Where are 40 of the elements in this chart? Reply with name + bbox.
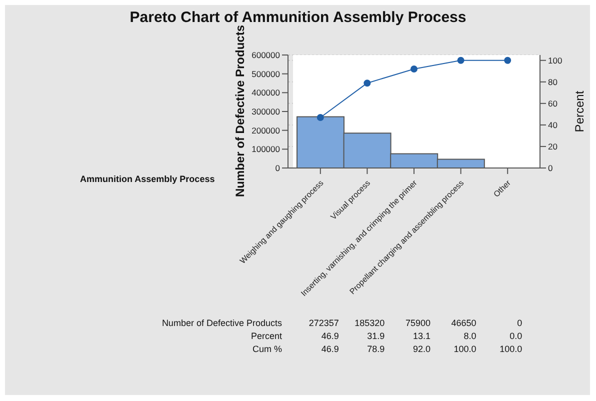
data-label: 75900 (405, 318, 430, 328)
data-label: 185320 (354, 318, 385, 328)
text: Percent (250, 331, 282, 341)
y2-axis-title: Percent (572, 90, 586, 132)
x-axis-title: Ammunition Assembly Process (80, 174, 215, 184)
y-tick-label: 500000 (252, 68, 280, 79)
y2-tick-label: 0 (548, 163, 553, 174)
y-tick-label: 300000 (252, 106, 280, 117)
y-tick-label: 100000 (252, 144, 280, 154)
point (504, 56, 512, 64)
text: 31.9 (367, 331, 385, 341)
text: 46.9 (321, 331, 339, 341)
y-tick-label: 200000 (252, 125, 280, 136)
y2-tick-label: 60 (548, 98, 558, 108)
text: Number of Defective Products (162, 318, 282, 328)
data-label: 100.0 (454, 344, 476, 354)
y-tick-label: 600000 (252, 50, 280, 60)
point (316, 114, 324, 122)
data-label: 78.9 (367, 344, 385, 354)
data-label: 92.0 (412, 344, 430, 354)
data-label: 100.0 (500, 344, 522, 354)
y-tick-label: 400000 (252, 88, 280, 98)
y2-tick-label: 40 (548, 120, 558, 130)
text: 13.1 (412, 331, 430, 341)
text: 8.0 (464, 331, 476, 341)
text: 0.0 (510, 331, 522, 341)
data-label: 46.9 (321, 344, 339, 354)
y-tick-label: 0 (275, 163, 280, 174)
data-label: 46650 (451, 318, 476, 328)
text: Cum % (252, 344, 282, 354)
y2-tick-label: 100 (548, 55, 562, 66)
point (364, 80, 371, 87)
y2-tick-label: 20 (548, 141, 558, 152)
y2-tick-label: 80 (548, 76, 558, 87)
y-axis-title: Number of Defective Products (233, 24, 247, 198)
chart-title: Pareto Chart of Ammunition Assembly Process (128, 9, 468, 26)
point (457, 56, 464, 64)
data-label: 0 (517, 318, 522, 328)
point (410, 65, 418, 72)
data-label: 272357 (308, 318, 339, 328)
